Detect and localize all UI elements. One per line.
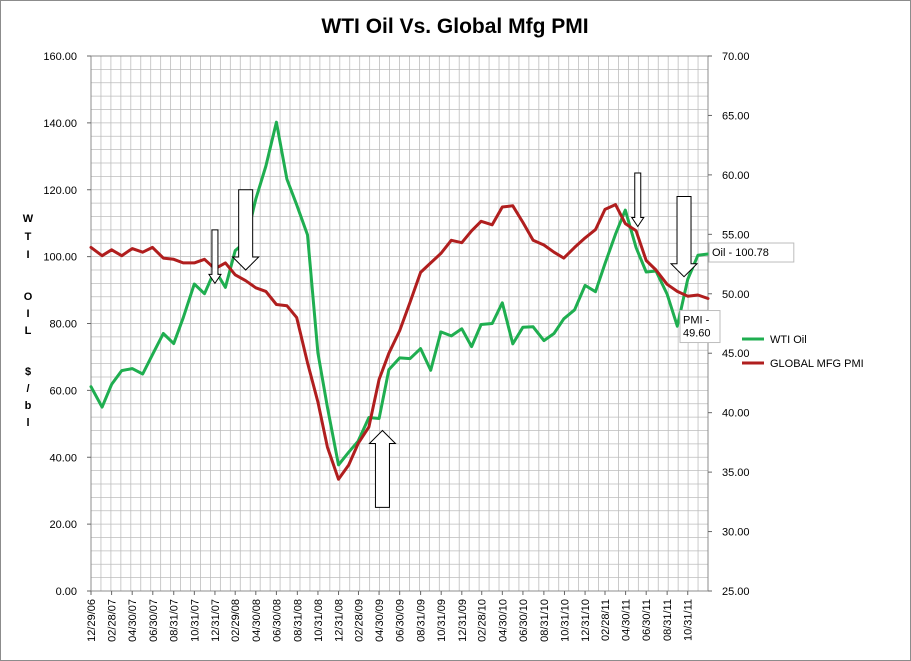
y-tick-label-right: 35.00: [722, 467, 750, 479]
x-tick-label: 02/28/07: [107, 599, 119, 642]
y-axis-label-char: W: [23, 213, 34, 225]
y-tick-label-left: 80.00: [49, 319, 77, 331]
callout-text: 49.60: [683, 328, 711, 340]
arrow-down-icon: [231, 189, 260, 271]
y-axis-label-char: T: [25, 231, 32, 243]
x-tick-label: 08/31/10: [539, 599, 551, 642]
x-tick-label: 04/30/11: [621, 599, 633, 641]
chart-title: WTI Oil Vs. Global Mfg PMI: [321, 15, 588, 38]
callout-label: Oil - 100.78: [708, 242, 795, 263]
y-tick-label-right: 70.00: [722, 51, 750, 63]
x-tick-label: 02/28/10: [477, 599, 489, 642]
x-tick-label: 10/31/11: [683, 599, 695, 641]
x-tick-label: 10/31/09: [436, 599, 448, 642]
y-tick-label-left: 100.00: [43, 252, 77, 264]
x-tick-label: 04/30/07: [127, 599, 139, 642]
y-tick-label-right: 30.00: [722, 527, 750, 539]
y-axis-label-char: I: [26, 249, 29, 261]
y-tick-label-right: 50.00: [722, 289, 750, 301]
y-tick-label-right: 25.00: [722, 586, 750, 598]
x-tick-label: 10/31/08: [313, 599, 325, 642]
y-tick-label-left: 120.00: [43, 185, 77, 197]
y-tick-label-left: 140.00: [43, 118, 77, 130]
x-tick-label: 12/29/06: [86, 599, 98, 642]
callout-label: PMI -49.60: [679, 310, 721, 344]
x-tick-label: 08/31/07: [169, 599, 181, 642]
annotation-arrows: [208, 172, 699, 508]
y-tick-label-right: 65.00: [722, 110, 750, 122]
x-tick-label: 10/31/10: [559, 599, 571, 642]
y-tick-label-left: 160.00: [43, 51, 77, 63]
y-tick-label-left: 60.00: [49, 385, 77, 397]
x-tick-label: 02/28/11: [600, 599, 612, 641]
arrow-up-icon: [368, 429, 397, 508]
x-tick-label: 04/30/10: [497, 599, 509, 642]
y-axis-label-char: /: [26, 383, 29, 395]
x-tick-label: 12/31/07: [210, 599, 222, 642]
y-axis-label-char: I: [26, 308, 29, 320]
x-tick-label: 12/31/08: [334, 599, 346, 642]
x-tick-label: 06/30/10: [518, 599, 530, 642]
x-tick-label: 10/31/07: [189, 599, 201, 642]
x-tick-label: 12/31/09: [457, 599, 469, 642]
arrow-down-icon: [630, 172, 645, 228]
legend-label: GLOBAL MFG PMI: [770, 358, 864, 370]
y-axis-label-char: O: [24, 291, 33, 303]
callout-box: [708, 242, 795, 263]
y-axis-label-char: L: [25, 325, 32, 337]
callout-box: [679, 310, 721, 344]
x-tick-label: 04/30/08: [251, 599, 263, 642]
x-tick-label: 08/31/09: [416, 599, 428, 642]
x-tick-label: 08/31/11: [662, 599, 674, 641]
grid: [90, 55, 709, 592]
callout-text: Oil - 100.78: [712, 247, 769, 259]
x-tick-label: 02/29/08: [230, 599, 242, 642]
legend-label: WTI Oil: [770, 334, 807, 346]
y-axis-label-char: l: [26, 417, 29, 429]
series-group: [89, 120, 710, 481]
y-tick-label-left: 40.00: [49, 452, 77, 464]
arrow-down-icon: [208, 229, 222, 285]
y-tick-label-right: 55.00: [722, 229, 750, 241]
series-line-global-mfg-pmi: [89, 203, 710, 481]
y-tick-label-left: 0.00: [56, 586, 77, 598]
x-tick-label: 12/31/10: [580, 599, 592, 642]
x-tick-label: 04/30/09: [374, 599, 386, 642]
callouts: Oil - 100.78 PMI -49.60: [679, 242, 795, 344]
arrow-down-icon: [669, 195, 699, 278]
y-tick-label-left: 20.00: [49, 519, 77, 531]
x-tick-label: 02/28/09: [353, 599, 365, 642]
y-tick-label-right: 40.00: [722, 408, 750, 420]
callout-text: PMI -: [683, 315, 710, 327]
x-tick-label: 08/31/08: [292, 599, 304, 642]
x-tick-label: 06/30/08: [271, 599, 283, 642]
legend: WTI Oil GLOBAL MFG PMI: [742, 334, 864, 370]
y-tick-label-right: 60.00: [722, 170, 750, 182]
x-tick-label: 06/30/11: [641, 599, 653, 641]
y-axis-label-char: b: [25, 400, 32, 412]
series-line-wti-oil: [89, 120, 710, 467]
y-axis-label-char: $: [25, 366, 31, 378]
axes: 0.00 20.00 40.00 60.00 80.00 100.00 120.00 140.…: [43, 51, 749, 642]
x-tick-label: 06/30/07: [148, 599, 160, 642]
x-tick-label: 06/30/09: [395, 599, 407, 642]
y-tick-label-right: 45.00: [722, 348, 750, 360]
